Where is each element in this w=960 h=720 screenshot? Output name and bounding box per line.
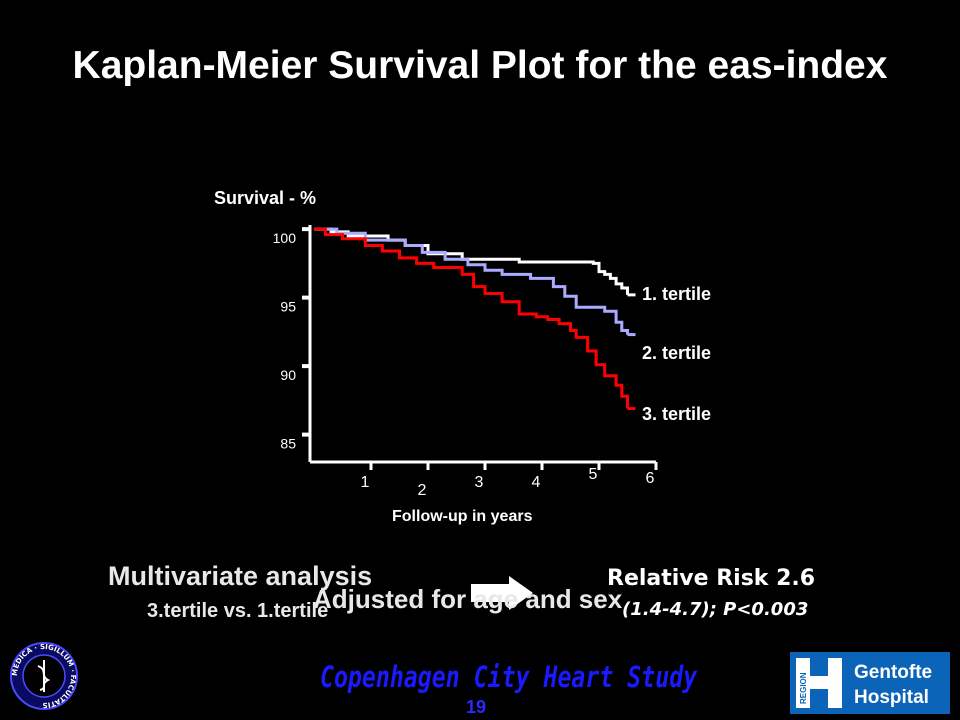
x-tick-label: 1 [361, 474, 370, 491]
page-number: 19 [466, 697, 487, 717]
legend-tertile-1: 1. tertile [642, 284, 712, 304]
study-name: Copenhagen City Heart Study [320, 660, 698, 694]
page-title: Kaplan-Meier Survival Plot for the eas-i… [72, 44, 888, 87]
confidence-interval: (1.4-4.7); P<0.003 [622, 599, 809, 620]
relative-risk: Relative Risk 2.6 [607, 566, 816, 591]
y-tick-label: 85 [280, 436, 296, 452]
y-axis-label: Survival - % [214, 188, 317, 208]
gentofte-hospital-logo: REGION Gentofte Hospital [790, 652, 950, 714]
x-tick-label: 6 [646, 470, 655, 487]
multivariate-subtitle: 3.tertile vs. 1.tertile [147, 600, 329, 622]
series-line-2 [314, 227, 629, 335]
survival-chart: 100 95 90 85 1 2 3 4 5 6 [273, 225, 658, 499]
legend-tertile-3: 3. tertile [642, 404, 712, 424]
x-tick-label: 5 [589, 466, 598, 483]
y-tick-label: 100 [273, 230, 297, 246]
legend-tertile-2: 2. tertile [642, 343, 712, 363]
series-line-1 [314, 227, 629, 295]
x-tick-label: 4 [532, 474, 541, 491]
series-line-3 [314, 227, 629, 409]
logo-region-text: REGION [799, 672, 808, 704]
x-tick-label: 3 [475, 474, 484, 491]
adjusted-text: Adjusted for age and sex [313, 584, 623, 614]
multivariate-title: Multivariate analysis [108, 561, 373, 591]
logo-line2: Hospital [854, 687, 929, 708]
university-seal-icon: MEDICA · SIGILLUM · FACULTATIS [10, 642, 78, 710]
x-tick-label: 2 [418, 482, 427, 499]
y-tick-label: 95 [280, 299, 296, 315]
logo-line1: Gentofte [854, 662, 932, 683]
x-axis-label: Follow-up in years [392, 508, 533, 525]
arrow-right-icon [471, 576, 533, 610]
y-tick-label: 90 [280, 367, 296, 383]
